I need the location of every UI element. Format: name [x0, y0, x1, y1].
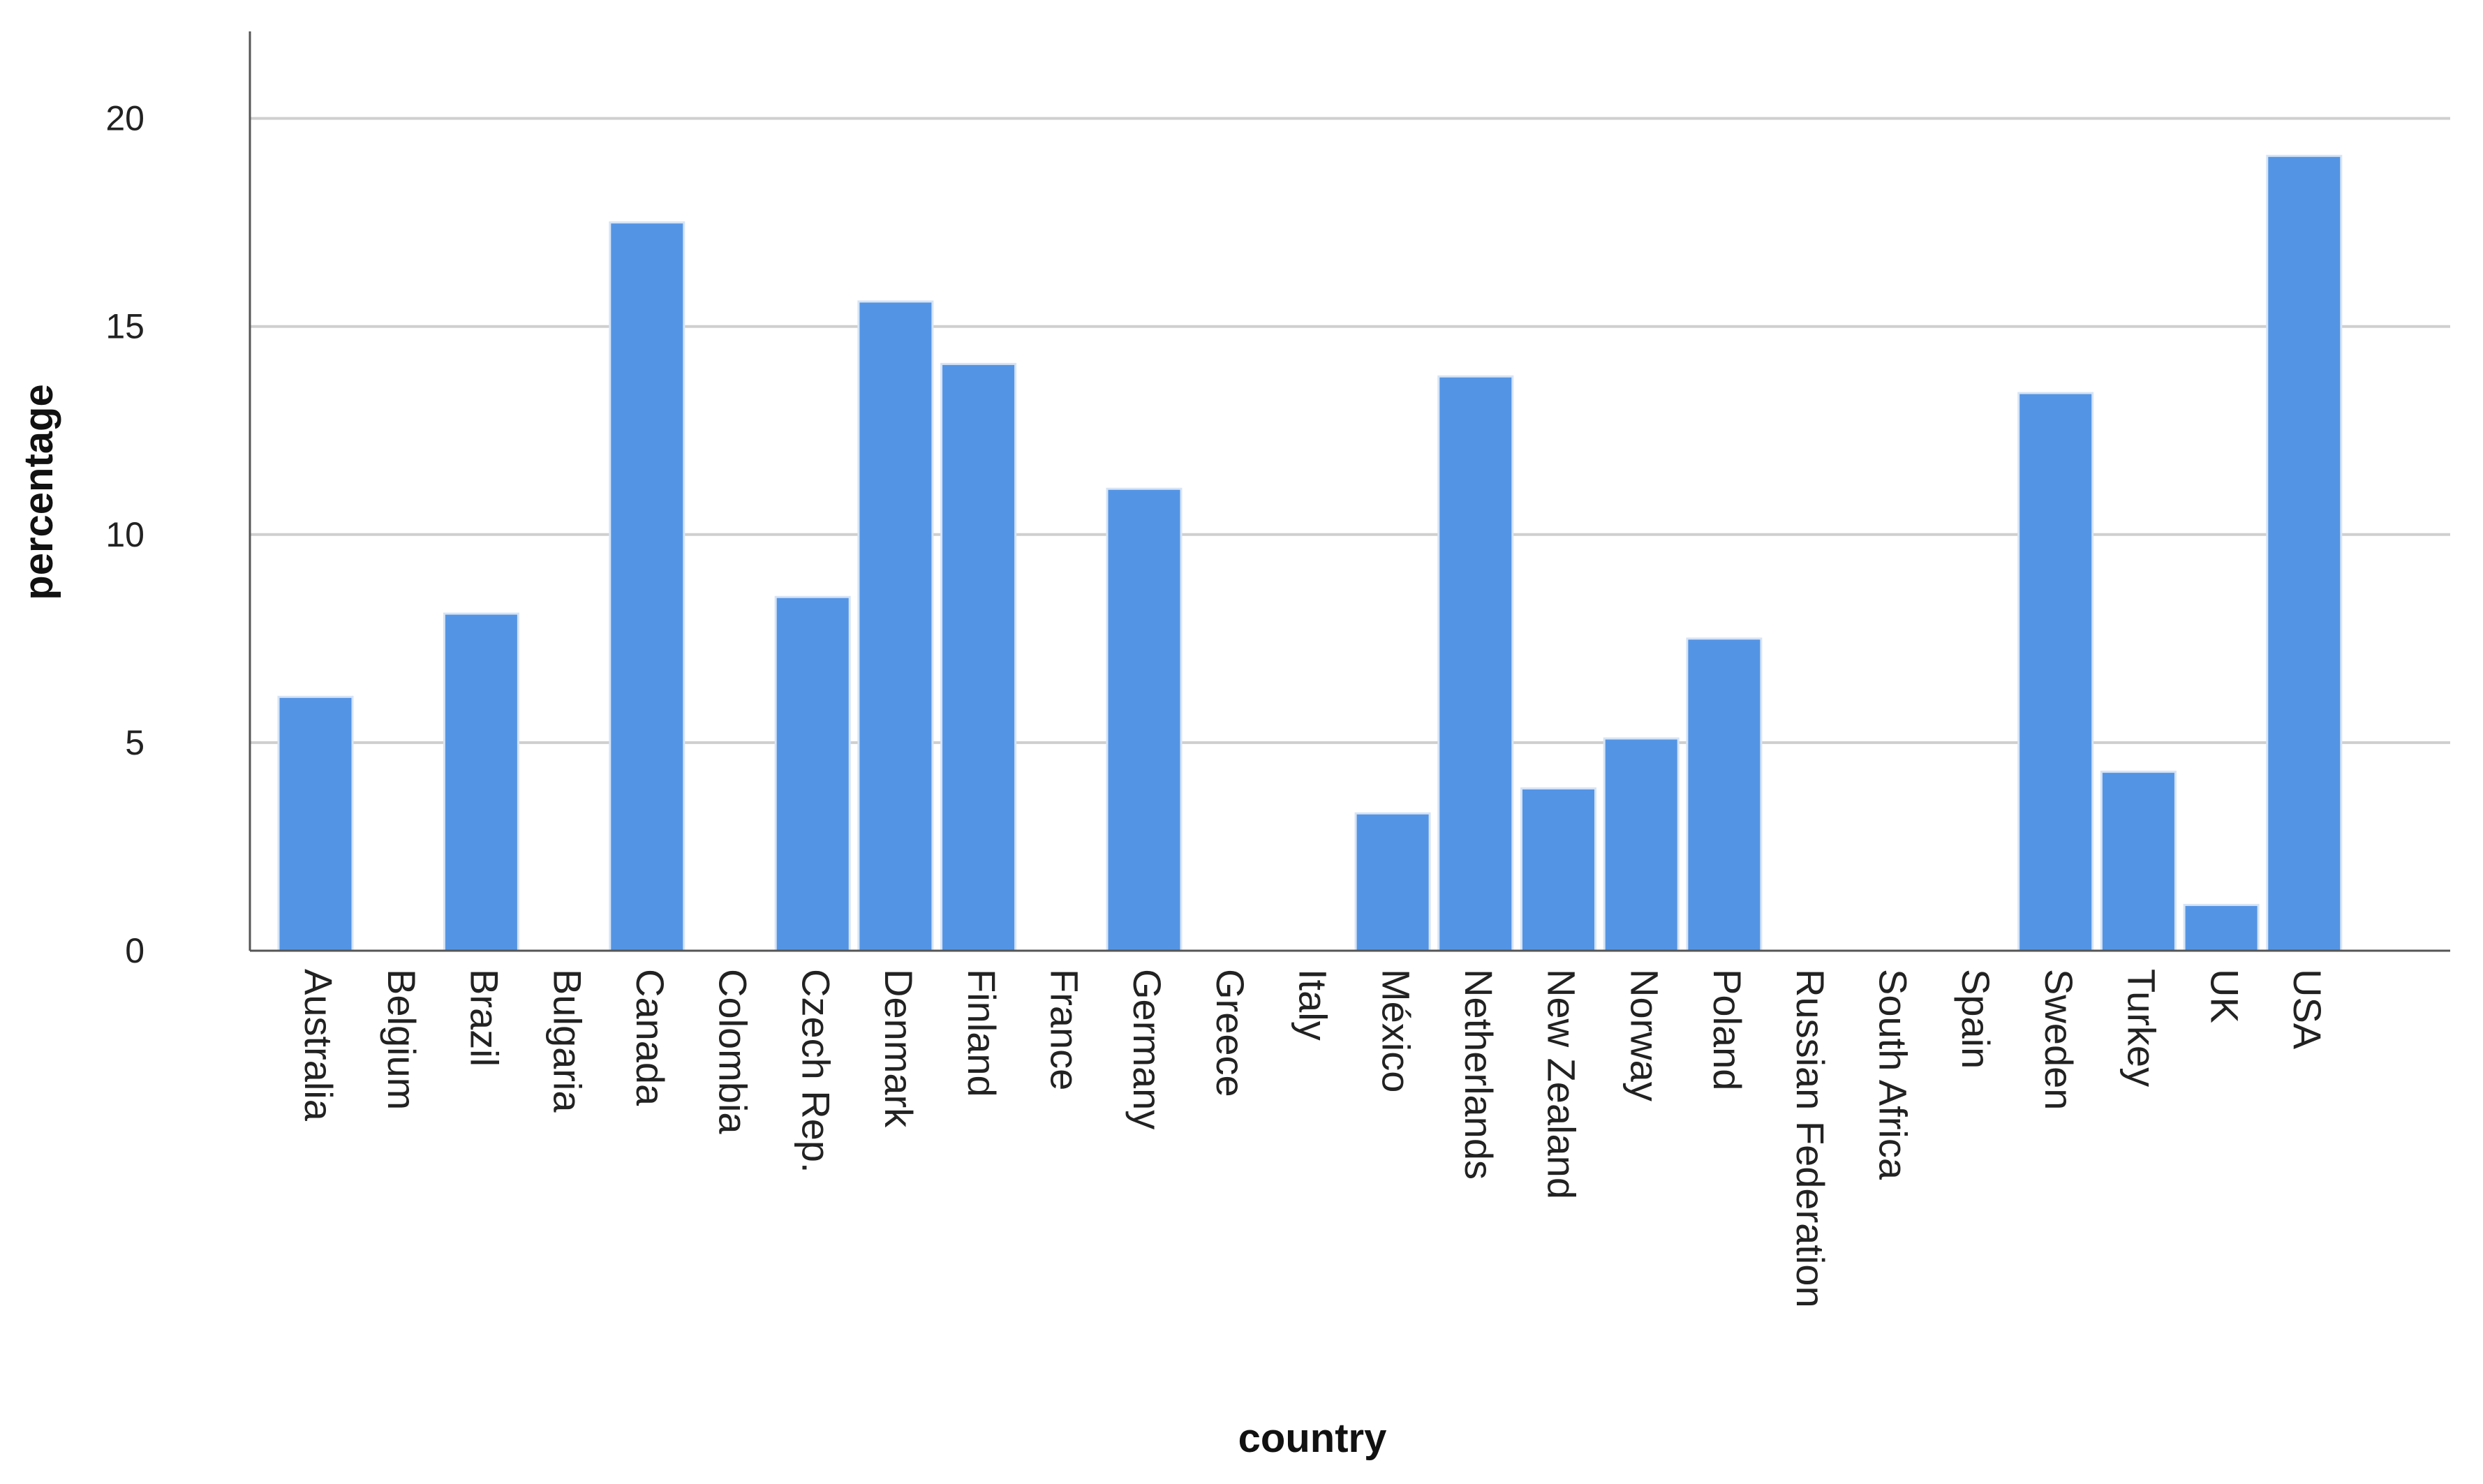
x-tick-label: Greece [1208, 969, 1252, 1097]
x-tick-label: Finland [960, 969, 1004, 1097]
x-tick-label: Poland [1705, 969, 1749, 1090]
bar [1106, 487, 1183, 952]
x-tick-label: Italy [1291, 969, 1335, 1041]
axes [249, 31, 2450, 952]
x-tick-label: New Zealand [1540, 969, 1584, 1199]
x-tick-label: Brazil [463, 969, 507, 1067]
bar [609, 221, 685, 952]
y-tick-label: 15 [105, 307, 144, 346]
x-tick-label: Colombia [711, 969, 755, 1134]
y-tick-labels: 0 5 10 15 20 [105, 99, 144, 970]
y-tick-label: 20 [105, 99, 144, 138]
x-tick-label: Belgium [380, 969, 424, 1110]
x-axis-title: country [1238, 1416, 1387, 1461]
y-tick-label: 10 [105, 515, 144, 554]
bar [857, 300, 934, 952]
x-tick-label: Denmark [877, 969, 921, 1128]
x-tick-label: Netherlands [1457, 969, 1501, 1180]
y-tick-label: 0 [125, 931, 144, 970]
x-tick-label: Spain [1954, 969, 1998, 1069]
bar [774, 595, 851, 952]
x-tick-label: France [1043, 969, 1087, 1090]
x-tick-label: Czech Rep. [794, 969, 838, 1173]
x-tick-label: Bulgaria [545, 969, 589, 1113]
bar [1437, 375, 1514, 952]
y-tick-label: 5 [125, 723, 144, 762]
x-tick-label: USA [2285, 969, 2329, 1050]
bar [2266, 154, 2343, 952]
x-tick-label: UK [2202, 969, 2246, 1023]
x-tick-label: Australia [297, 969, 341, 1122]
x-tick-label: México [1374, 969, 1418, 1092]
bar [2100, 771, 2177, 952]
x-tick-label: Sweden [2037, 969, 2081, 1110]
bar [1686, 637, 1763, 952]
x-tick-label: Russian Federation [1788, 969, 1832, 1308]
x-tick-labels: Australia Belgium Brazil Bulgaria Canada Colo… [297, 969, 2329, 1308]
x-tick-label: Germany [1125, 969, 1169, 1129]
y-axis-title: percentage [16, 384, 61, 600]
x-tick-label: Norway [1622, 969, 1666, 1101]
x-tick-label: Canada [628, 969, 672, 1106]
bar [1354, 812, 1431, 952]
bar [1603, 737, 1680, 952]
bar [940, 362, 1017, 952]
x-tick-label: Turkey [2120, 969, 2164, 1087]
x-tick-label: South Africa [1871, 969, 1915, 1180]
bars [277, 154, 2343, 952]
bar [443, 612, 519, 952]
bar [277, 695, 354, 952]
grid-lines [250, 117, 2450, 744]
bar [1520, 787, 1596, 952]
bar [2183, 903, 2260, 952]
bar [2017, 392, 2094, 952]
